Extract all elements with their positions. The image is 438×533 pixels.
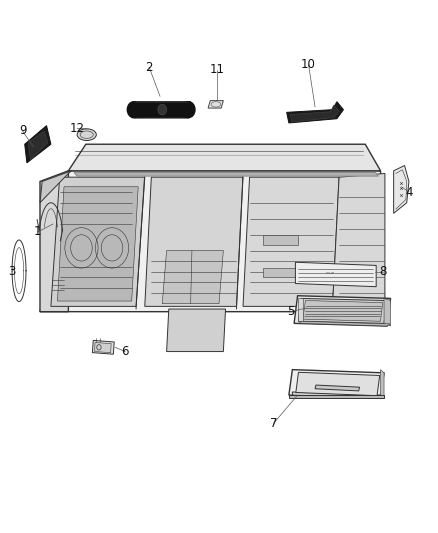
- Polygon shape: [381, 369, 384, 398]
- Polygon shape: [303, 301, 383, 321]
- Polygon shape: [25, 126, 51, 163]
- Polygon shape: [208, 101, 223, 108]
- Polygon shape: [289, 369, 384, 398]
- Polygon shape: [298, 298, 387, 324]
- Polygon shape: [40, 171, 385, 312]
- Polygon shape: [295, 262, 376, 287]
- Polygon shape: [394, 165, 409, 213]
- Polygon shape: [292, 392, 384, 398]
- Circle shape: [127, 102, 141, 118]
- Polygon shape: [289, 395, 384, 398]
- Polygon shape: [263, 268, 297, 277]
- Text: 10: 10: [301, 58, 316, 71]
- Polygon shape: [332, 173, 385, 312]
- Polygon shape: [74, 172, 378, 176]
- Polygon shape: [68, 144, 381, 171]
- Polygon shape: [95, 343, 111, 353]
- Polygon shape: [92, 341, 114, 354]
- Polygon shape: [298, 298, 303, 321]
- Polygon shape: [243, 177, 339, 306]
- Polygon shape: [51, 177, 145, 306]
- Text: 12: 12: [70, 122, 85, 135]
- Text: 9: 9: [19, 124, 26, 138]
- Polygon shape: [166, 309, 226, 352]
- Polygon shape: [384, 298, 391, 326]
- Polygon shape: [298, 321, 391, 326]
- Ellipse shape: [77, 129, 96, 141]
- Text: 3: 3: [8, 265, 15, 278]
- Polygon shape: [315, 385, 360, 391]
- Polygon shape: [294, 296, 391, 326]
- Text: 7: 7: [270, 417, 277, 430]
- Text: 2: 2: [145, 61, 153, 74]
- Circle shape: [158, 104, 166, 115]
- Polygon shape: [290, 105, 339, 122]
- Polygon shape: [287, 102, 343, 123]
- Polygon shape: [40, 171, 68, 312]
- Text: 5: 5: [287, 305, 295, 318]
- Polygon shape: [296, 372, 380, 395]
- Polygon shape: [57, 187, 138, 301]
- Text: 11: 11: [209, 63, 224, 76]
- Polygon shape: [40, 171, 71, 203]
- Polygon shape: [145, 177, 243, 306]
- Circle shape: [182, 102, 195, 118]
- Polygon shape: [263, 235, 297, 245]
- Polygon shape: [28, 131, 48, 160]
- Text: mun: mun: [325, 271, 335, 275]
- Text: 6: 6: [121, 345, 129, 358]
- Polygon shape: [132, 102, 191, 118]
- Text: 4: 4: [405, 185, 413, 199]
- Polygon shape: [162, 251, 223, 304]
- Text: 8: 8: [379, 265, 386, 278]
- Text: 1: 1: [34, 225, 42, 238]
